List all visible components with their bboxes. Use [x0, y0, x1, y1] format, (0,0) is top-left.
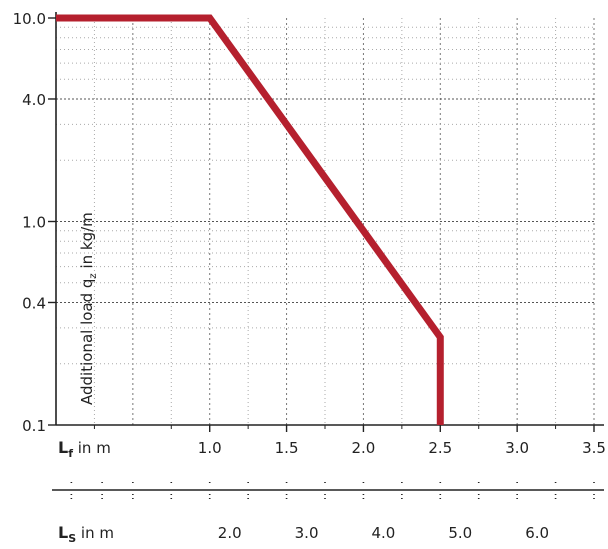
x-tick-label: 1.0 — [198, 439, 222, 457]
chart-labels: 10.0 4.0 1.0 0.4 0.1 1.0 1.5 2.0 2.5 3.0 3.5 Lf in … — [13, 10, 606, 545]
secondary-x-tick-label: 5.0 — [448, 524, 472, 542]
y-tick-label: 1.0 — [22, 214, 46, 232]
x-tick-label: 2.5 — [428, 439, 452, 457]
y-tick-label: 10.0 — [13, 10, 46, 28]
y-tick-label: 0.4 — [22, 294, 46, 312]
chart-axes — [48, 12, 604, 499]
secondary-x-tick-label: 2.0 — [218, 524, 242, 542]
x-axis-title: Lf in m — [58, 438, 111, 460]
x-tick-label: 2.0 — [351, 439, 375, 457]
chart-grid — [56, 18, 595, 426]
series-line — [56, 14, 444, 425]
secondary-x-axis-title: LS in m — [58, 523, 114, 545]
chart-series — [56, 14, 444, 425]
x-tick-label: 1.5 — [275, 439, 299, 457]
y-tick-label: 4.0 — [22, 91, 46, 109]
y-axis-title: Additional load qz in kg/m — [78, 212, 99, 405]
secondary-x-tick-label: 6.0 — [525, 524, 549, 542]
secondary-x-tick-label: 3.0 — [295, 524, 319, 542]
x-tick-label: 3.0 — [505, 439, 529, 457]
y-tick-label: 0.1 — [22, 417, 46, 435]
x-tick-label: 3.5 — [582, 439, 606, 457]
secondary-x-tick-label: 4.0 — [371, 524, 395, 542]
